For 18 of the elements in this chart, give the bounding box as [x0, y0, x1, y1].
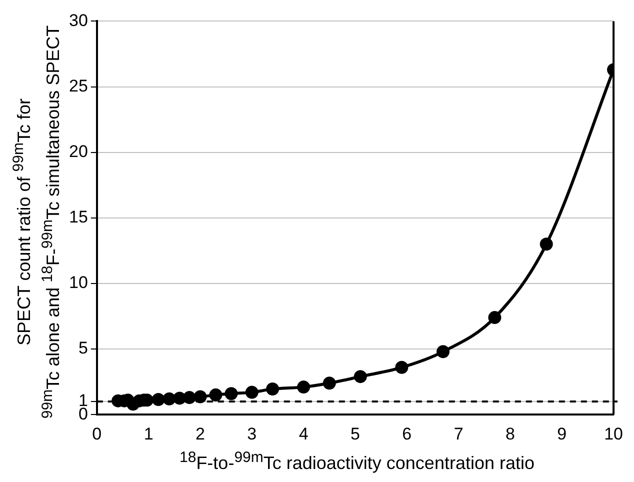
x-tick-label: 4	[298, 424, 308, 444]
x-tick-label: 8	[505, 424, 515, 444]
y-tick-label: 15	[68, 208, 88, 227]
x-tick-label: 1	[144, 424, 154, 444]
x-tick-label: 9	[557, 424, 567, 444]
x-tick-label: 5	[350, 424, 360, 444]
y-tick-label: 5	[78, 338, 88, 358]
y-tick-label: 30	[68, 10, 88, 30]
x-tick-label: 10	[604, 424, 624, 444]
x-axis-title: $^{18}$F-to-$^{99m}$Tc radioactivity concentration ratio	[178, 449, 536, 474]
y-tick-label: 25	[68, 76, 88, 96]
x-tick-label: 7	[454, 424, 464, 444]
x-tick-label: 6	[402, 424, 412, 444]
x-tick-label: 3	[247, 424, 257, 444]
x-tick-label: 2	[196, 424, 205, 444]
y-tick-label: 10	[68, 273, 88, 292]
y-tick-label: 20	[68, 142, 88, 162]
x-tick-label: 0	[92, 424, 102, 444]
